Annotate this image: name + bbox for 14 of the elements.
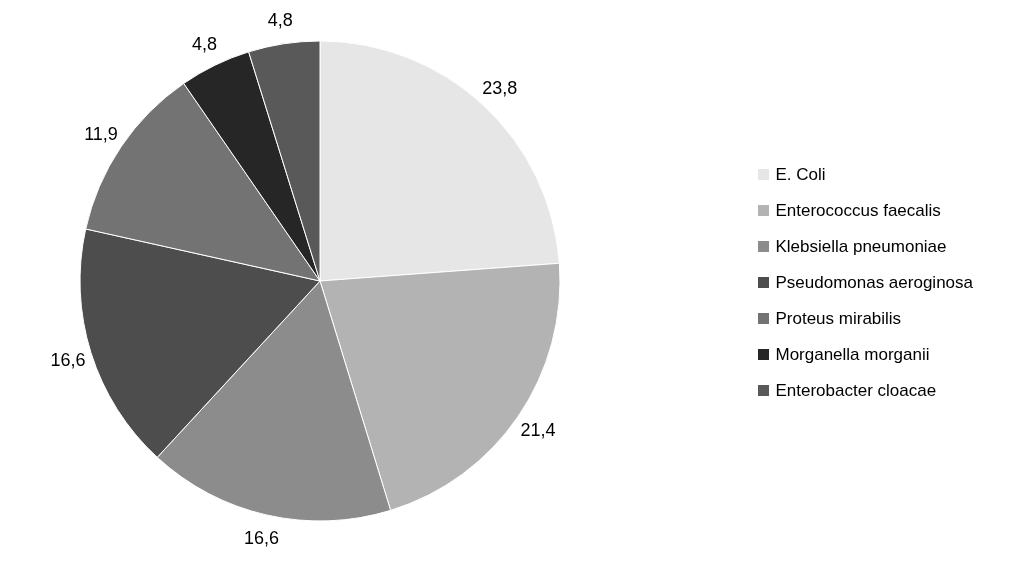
legend-label: Morganella morganii	[775, 344, 930, 365]
legend-label: E. Coli	[775, 164, 826, 185]
legend-label: Klebsiella pneumoniae	[775, 236, 947, 257]
data-label: 16,6	[244, 528, 280, 549]
legend-label: Pseudomonas aeroginosa	[775, 272, 973, 293]
data-label: 21,4	[520, 419, 556, 440]
data-label: 16,6	[50, 349, 86, 370]
legend-label: Enterococcus faecalis	[775, 200, 941, 221]
data-label: 4,8	[191, 33, 218, 54]
data-label: 23,8	[482, 77, 518, 98]
data-label: 4,8	[267, 10, 293, 30]
data-label: 11,9	[84, 123, 118, 144]
legend-label: Enterobacter cloacae	[775, 380, 937, 401]
legend-label: Proteus mirabilis	[775, 308, 902, 329]
